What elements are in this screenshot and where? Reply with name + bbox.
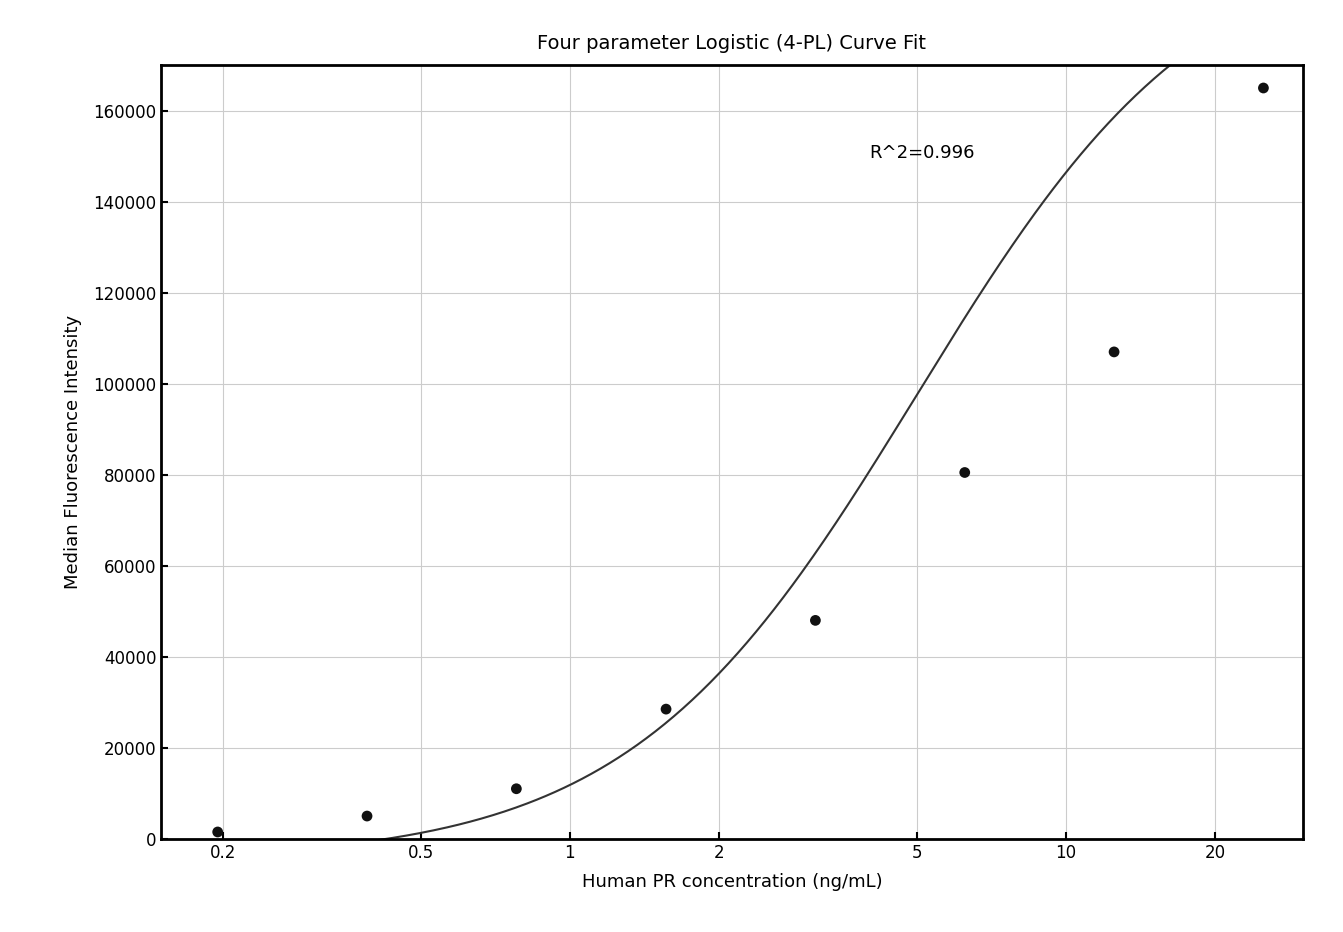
X-axis label: Human PR concentration (ng/mL): Human PR concentration (ng/mL): [582, 872, 882, 891]
Text: R^2=0.996: R^2=0.996: [869, 144, 975, 162]
Point: [804, 613, 826, 628]
Point: [1253, 80, 1275, 95]
Point: [356, 809, 377, 824]
Point: [505, 781, 526, 796]
Point: [655, 702, 677, 717]
Point: [207, 825, 228, 840]
Title: Four parameter Logistic (4-PL) Curve Fit: Four parameter Logistic (4-PL) Curve Fit: [537, 34, 927, 52]
Point: [954, 465, 975, 480]
Point: [1104, 345, 1125, 360]
Y-axis label: Median Fluorescence Intensity: Median Fluorescence Intensity: [64, 315, 82, 589]
